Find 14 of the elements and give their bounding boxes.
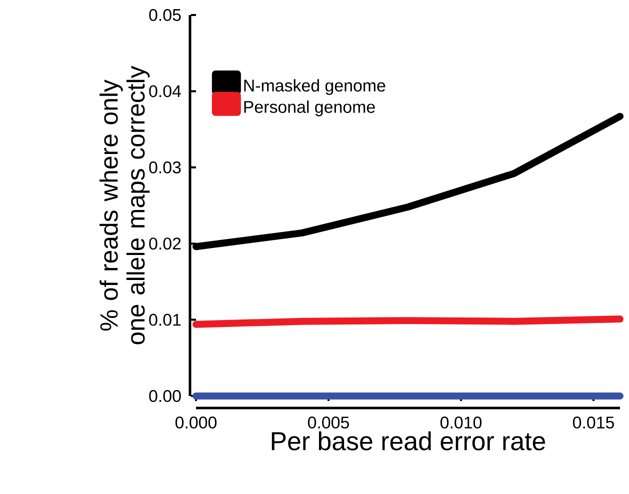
y-tick-label: 0.04 [149,85,181,98]
legend-label: Personal genome [244,100,375,116]
x-tick-label: 0.005 [308,416,349,429]
y-tick-label: 0.01 [149,314,181,326]
y-tick-label: 0.05 [149,9,181,22]
x-tick-label: 0.010 [440,416,482,429]
y-tick-label: 0.03 [149,161,181,174]
x-tick-label: 0.000 [175,416,217,429]
y-axis-title: % of reads where only one allele maps correctly [100,66,150,344]
y-tick-label: 0.02 [149,238,181,250]
x-tick-label: 0.015 [572,416,614,429]
legend-label: N-masked genome [244,79,386,95]
x-axis-title: Per base read error rate [272,431,546,450]
y-tick-label: 0.00 [149,390,181,402]
